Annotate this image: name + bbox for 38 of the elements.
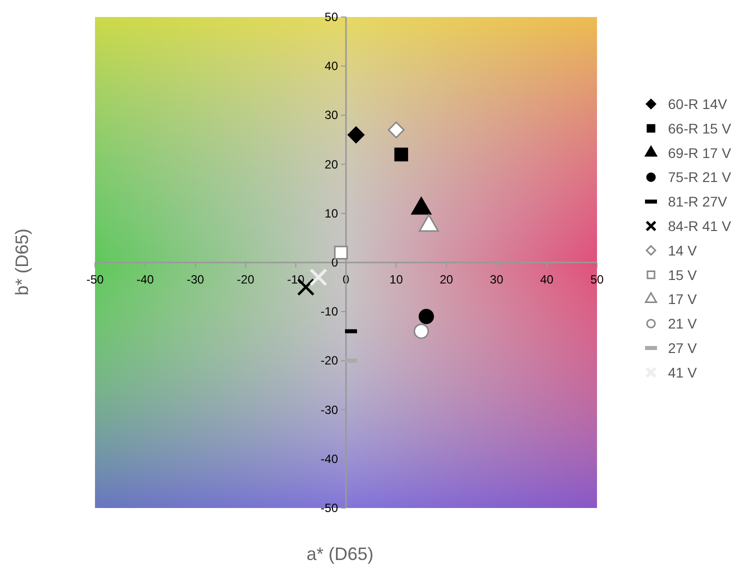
point (394, 148, 408, 162)
y-tick-label: -20 (320, 354, 338, 368)
y-tick-label: 30 (324, 108, 338, 122)
y-tick-label: -40 (320, 452, 338, 466)
point (388, 122, 405, 138)
legend-label: 69-R 17 V (668, 144, 732, 161)
legend-label: 75-R 21 V (668, 169, 732, 186)
legend-label: 14 V (668, 242, 698, 258)
x-tick-label: 10 (390, 272, 404, 286)
y-tick-label: -30 (320, 402, 338, 417)
legend-label: 84-R 41 V (668, 218, 732, 234)
y-tick-label: 10 (324, 206, 338, 220)
x-axis-title: a* (D65) (306, 544, 374, 564)
y-tick-label: 20 (324, 157, 338, 172)
x-tick-label: -30 (186, 272, 204, 286)
x-tick-label: 30 (490, 272, 504, 286)
y-axis-title: b* (D65) (12, 228, 32, 296)
legend-label: 15 V (668, 266, 698, 283)
x-tick-label: -50 (86, 272, 104, 286)
x-tick-label: -40 (136, 272, 154, 286)
legend-label: 66-R 15 V (668, 120, 732, 136)
x-tick-label: 20 (440, 272, 454, 286)
legend-label: 41 V (668, 364, 698, 380)
point (309, 268, 328, 286)
y-tick-label: 40 (324, 59, 338, 74)
x-tick-label: 40 (540, 272, 554, 286)
point (418, 308, 434, 324)
legend-label: 21 V (668, 316, 698, 332)
point (414, 324, 429, 339)
point (348, 126, 364, 144)
point (334, 246, 348, 260)
y-tick-label: -50 (320, 501, 338, 515)
legend-label: 81-R 27V (668, 194, 728, 210)
x-tick-label: -20 (236, 272, 255, 286)
y-tick-label: -10 (320, 304, 338, 319)
legend-label: 60-R 14V (668, 96, 728, 112)
legend-label: 27 V (668, 340, 698, 356)
legend-label: 17 V (668, 291, 698, 308)
